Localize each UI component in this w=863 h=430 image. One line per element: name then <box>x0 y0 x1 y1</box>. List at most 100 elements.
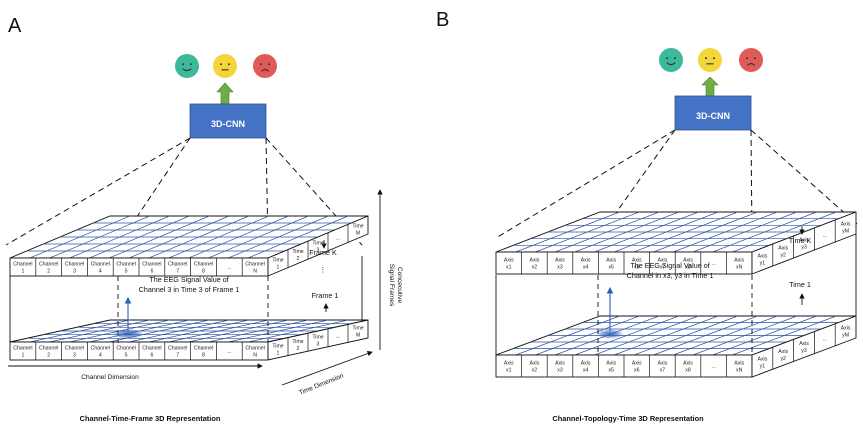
bottom-block-b-grid <box>495 315 857 356</box>
cell-label: Axis <box>529 361 539 367</box>
cell-label: x5 <box>608 265 614 271</box>
cell-label: 6 <box>150 269 153 275</box>
cell-label: Axis <box>757 357 767 363</box>
face-neutral-b <box>698 48 722 72</box>
face-angry-b-eye-left <box>746 57 748 60</box>
time-axis <box>281 351 373 386</box>
projection-line <box>495 129 676 239</box>
cell-label: ... <box>336 334 340 340</box>
cell-label: yM <box>842 229 849 235</box>
cell-label: Axis <box>799 238 809 244</box>
top-block-b-grid <box>495 211 857 253</box>
cell-label: Axis <box>799 341 809 347</box>
cell-label: x2 <box>532 368 538 374</box>
panel-a: Channel1Channel2Channel3Channel4Channel5… <box>5 54 383 386</box>
cell-label: Axis <box>757 254 767 260</box>
cell-label: 3 <box>317 342 320 348</box>
face-angry-b-eye-right <box>754 57 756 60</box>
time-k-label: Time K <box>789 236 812 245</box>
cell-label: Axis <box>778 349 788 355</box>
cell-label: Channel <box>65 346 84 352</box>
face-happy-a <box>175 54 199 78</box>
time-1-label: Time 1 <box>789 280 811 289</box>
cnn-box-b <box>674 95 752 131</box>
cnn-label-a: 3D-CNN <box>211 119 245 129</box>
cell-label: x3 <box>557 265 563 271</box>
cell-label: Axis <box>529 258 539 264</box>
channel-dimension-label: Channel Dimension <box>81 374 139 381</box>
face-neutral-a-eye-right <box>228 63 230 66</box>
bottom-block-a-front-row: Channel1Channel2Channel3Channel4Channel5… <box>9 341 269 361</box>
cell-label: Axis <box>734 258 744 264</box>
annotation-a-line2: Channel 3 in Time 3 of Frame 1 <box>139 285 240 294</box>
cell-label: ... <box>711 364 715 370</box>
face-neutral-a <box>213 54 237 78</box>
cell-label: 1 <box>21 269 24 275</box>
cell-label: Axis <box>778 246 788 252</box>
face-happy-b-eye-right <box>674 57 676 60</box>
annotation-b-line1: The EEG Signal Value of <box>630 261 709 270</box>
panel-letter-b: B <box>436 9 449 31</box>
cell-label: Channel <box>39 262 58 268</box>
cell-label: N <box>253 269 257 275</box>
cell-label: 3 <box>317 248 320 254</box>
cell-label: xN <box>736 265 743 271</box>
cell-label: Channel <box>116 262 135 268</box>
face-happy-a-disc <box>175 54 199 78</box>
cell-label: Channel <box>142 262 161 268</box>
cell-label: x5 <box>608 368 614 374</box>
cell-label: x6 <box>634 368 640 374</box>
cell-label: Time <box>292 249 303 255</box>
cell-label: Channel <box>39 346 58 352</box>
cell-label: y3 <box>801 245 807 251</box>
face-angry-b-mouth <box>747 63 755 66</box>
cell-label: Axis <box>632 258 642 264</box>
cell-label: 4 <box>99 269 102 275</box>
face-happy-b-mouth <box>666 62 676 66</box>
cell-label: 5 <box>125 353 128 359</box>
cell-label: Axis <box>683 258 693 264</box>
cell-label: x7 <box>660 368 666 374</box>
cell-label: x1 <box>506 368 512 374</box>
cell-label: 1 <box>277 264 280 270</box>
cell-label: Channel <box>65 262 84 268</box>
cell-label: Axis <box>555 361 565 367</box>
signal-frames-label: Signal Frames <box>388 264 395 307</box>
cell-label: 8 <box>202 269 205 275</box>
cell-label: x7 <box>660 265 666 271</box>
panel-letter-a: A <box>8 15 22 37</box>
bottom-block-a-side-row-frame <box>267 319 369 361</box>
face-angry-a-eye-left <box>260 63 263 66</box>
cell-label: Time <box>352 224 363 230</box>
top-block-a-front-row: Channel1Channel2Channel3Channel4Channel5… <box>9 257 269 277</box>
time-dimension-label: Time Dimension <box>298 372 345 396</box>
cell-label: x6 <box>634 265 640 271</box>
cell-label: ... <box>711 261 715 267</box>
frame-dots: ⋮ <box>319 265 326 274</box>
cell-label: Time <box>312 335 323 341</box>
cell-label: 5 <box>125 269 128 275</box>
cell-label: 2 <box>297 346 300 352</box>
face-happy-a-eye-right <box>190 63 192 66</box>
cell-label: Axis <box>504 361 514 367</box>
cell-label: 3 <box>73 353 76 359</box>
cell-label: Channel <box>142 346 161 352</box>
cell-label: 7 <box>176 269 179 275</box>
cell-label: Axis <box>841 325 851 331</box>
cell-label: Axis <box>606 361 616 367</box>
face-angry-a-eye-right <box>268 63 270 66</box>
cell-label: 1 <box>277 350 280 356</box>
cell-label: Axis <box>581 258 591 264</box>
cell-label: 1 <box>21 353 24 359</box>
cell-label: ... <box>336 236 340 242</box>
bottom-block-a-grid <box>9 319 369 343</box>
bottom-block-b-side-row-frame <box>751 315 857 378</box>
green-arrow-a <box>216 82 234 105</box>
face-neutral-a-eye-left <box>220 63 222 66</box>
face-happy-a-mouth <box>182 68 192 72</box>
cell-label: Channel <box>91 346 110 352</box>
top-block-b-front-row: Axisx1Axisx2Axisx3Axisx4Axisx5Axisx6Axis… <box>495 251 753 275</box>
